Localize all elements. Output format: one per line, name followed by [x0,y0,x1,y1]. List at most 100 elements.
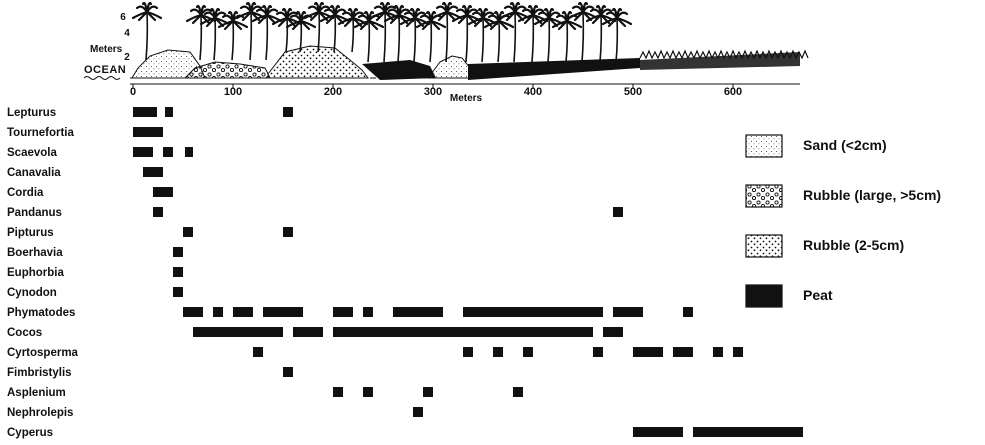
distribution-bar [633,347,663,357]
distribution-bar [173,267,183,277]
palm-fronds [533,7,565,28]
distribution-bar [233,307,253,317]
palm-trunk [481,17,485,63]
palm-trunk [465,14,469,63]
x-axis-ticks: 0 100 200 300 400 500 600 [130,84,742,98]
palm-trunk [213,17,217,61]
rubble-large-swatch [745,184,783,208]
species-label: Cocos [7,327,42,339]
distribution-bar [185,147,193,157]
sand-mound [427,55,475,79]
palm-trunk [231,20,235,61]
y-tick-label: 6 [120,12,126,23]
distribution-bar [283,367,293,377]
legend-label: Rubble (large, >5cm) [803,187,941,203]
palm-fronds [399,7,431,28]
distribution-bar [213,307,223,317]
palm-fronds [217,10,249,31]
palm-fronds [285,10,317,31]
distribution-bar [153,207,163,217]
palm-fronds [131,1,163,22]
distribution-bar [613,307,643,317]
distribution-bar [713,347,723,357]
palm-trunk [615,17,619,63]
palm-tree-silhouettes [131,1,633,63]
x-tick-label: 100 [224,86,242,98]
distribution-bar [523,347,533,357]
palm-trunk [351,17,355,53]
distribution-bar [493,347,503,357]
palm-trunk [249,11,253,61]
palm-fronds [303,1,335,22]
distribution-bar [263,307,303,317]
y-tick-label: 4 [124,28,130,39]
distribution-bar [673,347,693,357]
substrate-legend: Sand (<2cm) Rubble (large, >5cm) Rubble (2… [745,134,941,308]
distribution-bar [423,387,433,397]
palm-trunk [413,17,417,63]
ocean-label: OCEAN [84,64,126,76]
species-label: Tournefortia [7,127,74,139]
species-label: Canavalia [7,167,61,179]
palm-fronds [185,4,217,25]
distribution-bar [363,307,373,317]
ocean-waves [83,76,121,80]
distribution-bar [133,107,157,117]
palm-fronds [369,1,401,22]
species-label: Cyrtosperma [7,347,79,359]
distribution-bar [153,187,173,197]
peat-zone-2 [468,58,640,80]
x-tick-label: 300 [424,86,442,98]
y-tick-label: 2 [124,52,130,63]
distribution-bar [293,327,323,337]
palm-trunk [265,14,269,61]
x-tick-label: 600 [724,86,742,98]
species-label: Euphorbia [7,267,64,279]
distribution-bar [333,307,353,317]
distribution-bar [283,107,293,117]
palm-fronds [499,1,531,22]
palm-trunk [513,11,517,63]
species-label: Phymatodes [7,307,75,319]
distribution-bar [193,327,283,337]
beach-profile: Meters 6 4 2 OCEAN 0 100 200 300 400 500 600 M… [83,1,809,104]
palm-trunk [397,14,401,63]
distribution-bar [133,147,153,157]
x-tick-label: 0 [130,86,136,98]
distribution-bar [593,347,603,357]
palm-trunk [383,11,387,63]
peat-swatch [745,284,783,308]
distribution-bar [683,307,693,317]
x-tick-label: 400 [524,86,542,98]
palm-fronds [235,1,267,22]
distribution-bar [693,427,803,437]
legend-label: Sand (<2cm) [803,137,887,153]
y-axis-title: Meters [90,44,123,55]
palm-fronds [337,7,369,28]
palm-trunk [367,20,371,63]
species-label: Nephrolepis [7,407,73,419]
rubble-small-zone [267,45,369,79]
distribution-bar [133,127,163,137]
distribution-bar [165,107,173,117]
distribution-bar [253,347,263,357]
distribution-bar [183,307,203,317]
species-label: Cordia [7,187,44,199]
palm-fronds [199,7,231,28]
distribution-bar [363,387,373,397]
distribution-bar [173,247,183,257]
palm-fronds [383,4,415,25]
distribution-bar [333,387,343,397]
species-label: Lepturus [7,107,56,119]
distribution-bar [463,307,603,317]
species-label: Asplenium [7,387,66,399]
distribution-bar [163,147,173,157]
grass-texture [639,49,809,60]
species-label: Boerhavia [7,247,63,259]
palm-trunk [429,20,433,63]
species-label: Pandanus [7,207,62,219]
distribution-bar [143,167,163,177]
palm-trunk [497,20,501,63]
distribution-bar [413,407,423,417]
